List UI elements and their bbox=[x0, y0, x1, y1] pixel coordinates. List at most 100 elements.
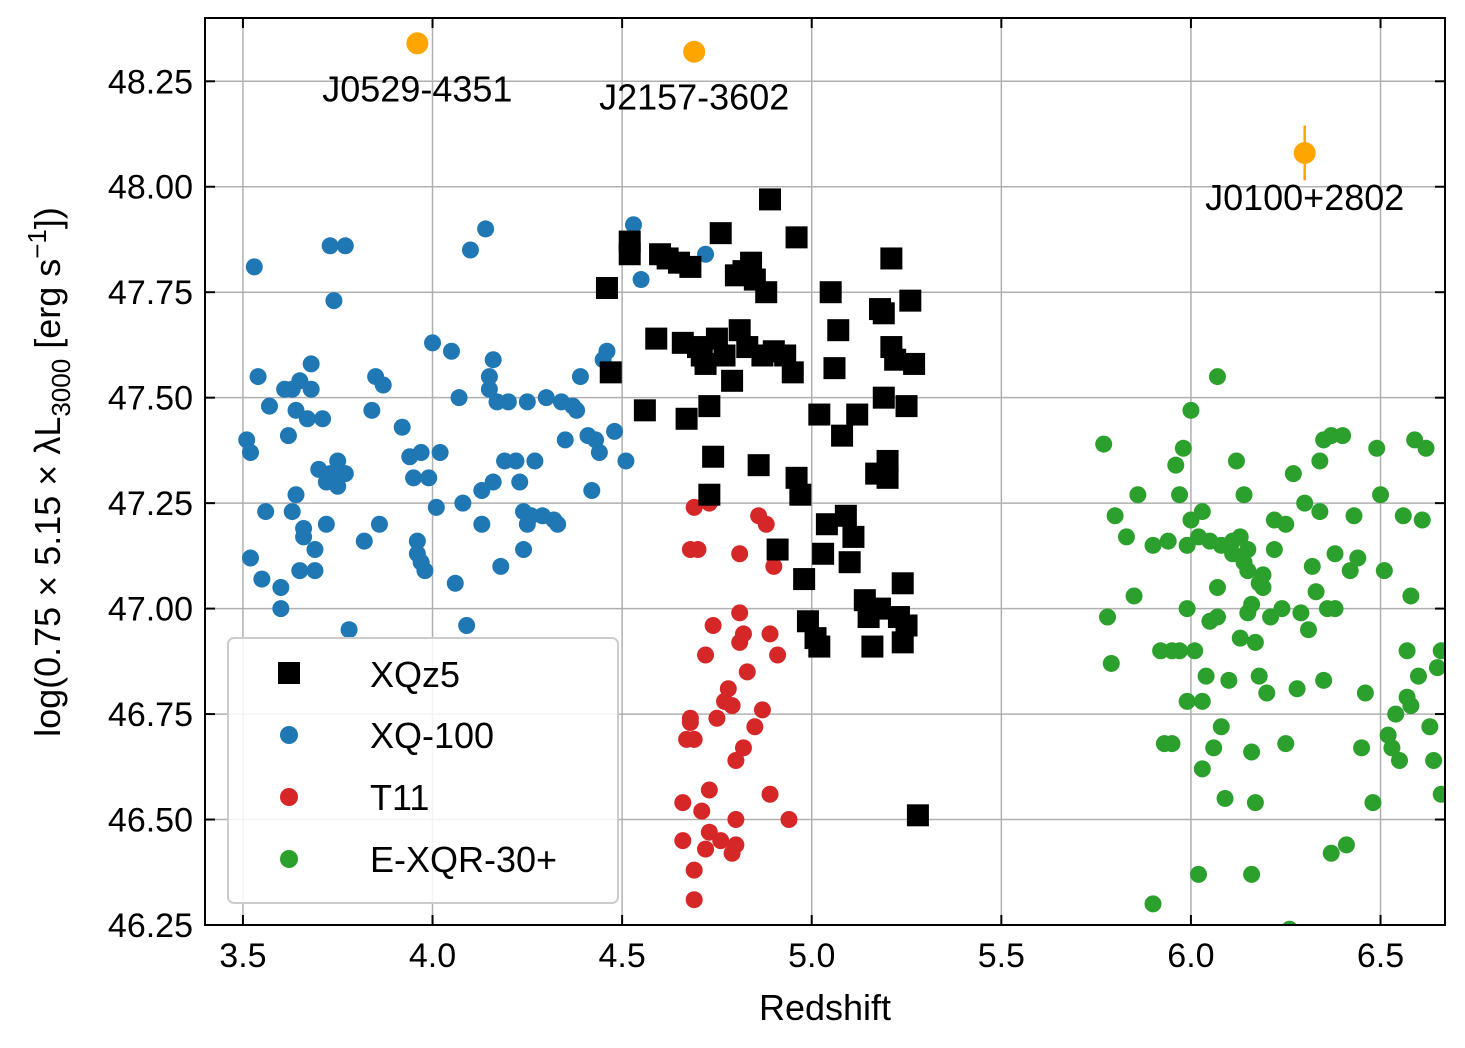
point-xqz5 bbox=[747, 454, 770, 477]
point-e-xqr-30 bbox=[1337, 836, 1355, 854]
legend-label-exqr30: E-XQR-30+ bbox=[370, 839, 557, 880]
point-e-xqr-30 bbox=[1432, 642, 1445, 660]
point-xqz5 bbox=[698, 395, 721, 418]
x-tick-label: 3.5 bbox=[219, 937, 266, 975]
point-e-xqr-30 bbox=[1099, 608, 1117, 626]
point-t11 bbox=[704, 616, 722, 634]
point-e-xqr-30 bbox=[1171, 486, 1189, 504]
point-xq-100 bbox=[363, 401, 381, 419]
point-xqz5 bbox=[884, 348, 907, 371]
point-xq-100 bbox=[291, 562, 309, 580]
point-t11 bbox=[685, 891, 703, 909]
point-xq-100 bbox=[336, 237, 354, 255]
point-xqz5 bbox=[721, 369, 744, 392]
point-e-xqr-30 bbox=[1284, 465, 1302, 483]
quasar-labels: J0529-4351 J2157-3602 J0100+2802 bbox=[322, 68, 1404, 218]
point-e-xqr-30 bbox=[1239, 541, 1257, 559]
point-xq-100 bbox=[317, 515, 335, 533]
point-e-xqr-30 bbox=[1190, 865, 1208, 883]
label-j0100-2802: J0100+2802 bbox=[1205, 177, 1404, 218]
legend-marker-t11 bbox=[280, 788, 298, 806]
point-e-xqr-30 bbox=[1208, 579, 1226, 597]
point-xq-100 bbox=[306, 541, 324, 559]
point-xq-100 bbox=[477, 220, 495, 238]
point-e-xqr-30 bbox=[1243, 865, 1261, 883]
point-e-xqr-30 bbox=[1106, 507, 1124, 525]
point-e-xqr-30 bbox=[1208, 608, 1226, 626]
y-tick-label: 47.50 bbox=[108, 380, 193, 418]
plot-frame bbox=[204, 17, 1446, 926]
point-e-xqr-30 bbox=[1387, 705, 1405, 723]
point-e-xqr-30 bbox=[1375, 562, 1393, 580]
point-e-xqr-30 bbox=[1326, 600, 1344, 618]
point-e-xqr-30 bbox=[1265, 541, 1283, 559]
point-xq-100 bbox=[427, 498, 445, 516]
point-e-xqr-30 bbox=[1394, 507, 1412, 525]
point-e-xqr-30 bbox=[1299, 621, 1317, 639]
point-xqz5 bbox=[906, 804, 929, 827]
point-e-xqr-30 bbox=[1282, 920, 1297, 925]
point-xqz5 bbox=[815, 513, 838, 536]
point-e-xqr-30 bbox=[1326, 545, 1344, 563]
point-t11 bbox=[727, 836, 745, 854]
point-xqz5 bbox=[868, 597, 891, 620]
point-e-xqr-30 bbox=[1212, 718, 1230, 736]
y-tick-label: 47.25 bbox=[108, 485, 193, 523]
point-e-xqr-30 bbox=[1356, 684, 1374, 702]
point-xq-100 bbox=[336, 465, 354, 483]
point-t11 bbox=[738, 663, 756, 681]
point-t11 bbox=[697, 840, 715, 858]
point-xqz5 bbox=[599, 361, 622, 384]
point-e-xqr-30 bbox=[1144, 895, 1162, 913]
point-xq-100 bbox=[420, 469, 438, 487]
point-xqz5 bbox=[759, 188, 782, 211]
point-xqz5 bbox=[793, 568, 816, 591]
point-e-xqr-30 bbox=[1193, 503, 1211, 521]
legend-marker-exqr30 bbox=[280, 850, 298, 868]
point-xqz5 bbox=[774, 344, 797, 367]
point-e-xqr-30 bbox=[1159, 532, 1177, 550]
point-xq-100 bbox=[492, 557, 510, 575]
point-e-xqr-30 bbox=[1258, 684, 1276, 702]
point-e-xqr-30 bbox=[1292, 604, 1310, 622]
point-e-xqr-30 bbox=[1296, 494, 1314, 512]
point-xq-100 bbox=[374, 376, 392, 394]
point-xq-100 bbox=[473, 515, 491, 533]
point-xq-100 bbox=[556, 431, 574, 449]
point-xqz5 bbox=[876, 466, 899, 489]
y-tick-label: 46.50 bbox=[108, 802, 193, 840]
x-tick-label: 5.5 bbox=[978, 937, 1025, 975]
legend-label-xq100: XQ-100 bbox=[370, 715, 494, 756]
point-e-xqr-30 bbox=[1315, 671, 1333, 689]
point-xq-100 bbox=[484, 351, 502, 369]
point-xq-100 bbox=[511, 473, 529, 491]
x-tick-label: 6.0 bbox=[1167, 937, 1214, 975]
point-xq-100 bbox=[408, 532, 426, 550]
point-xqz5 bbox=[702, 445, 725, 468]
point-t11 bbox=[685, 861, 703, 879]
point-e-xqr-30 bbox=[1129, 486, 1147, 504]
point-xqz5 bbox=[618, 243, 641, 266]
point-xqz5 bbox=[694, 352, 717, 375]
point-e-xqr-30 bbox=[1402, 587, 1420, 605]
point-xq-100 bbox=[583, 481, 601, 499]
point-xqz5 bbox=[698, 483, 721, 506]
point-j0529-4351 bbox=[406, 32, 429, 55]
point-xq-100 bbox=[405, 469, 423, 487]
legend-label-t11: T11 bbox=[370, 777, 429, 818]
point-e-xqr-30 bbox=[1186, 642, 1204, 660]
y-axis-label: log(0.75 × 5.15 × λL3000 [erg s−1]) bbox=[22, 207, 76, 737]
point-t11 bbox=[727, 811, 745, 829]
point-xq-100 bbox=[321, 237, 339, 255]
point-t11 bbox=[708, 709, 726, 727]
point-e-xqr-30 bbox=[1182, 401, 1200, 419]
point-e-xqr-30 bbox=[1102, 654, 1120, 672]
point-e-xqr-30 bbox=[1417, 439, 1435, 457]
point-xq-100 bbox=[515, 541, 533, 559]
point-e-xqr-30 bbox=[1368, 439, 1386, 457]
point-t11 bbox=[723, 697, 741, 715]
point-xq-100 bbox=[272, 600, 290, 618]
point-xq-100 bbox=[606, 422, 624, 440]
highlighted-quasars bbox=[406, 32, 1316, 181]
point-xqz5 bbox=[705, 327, 728, 350]
